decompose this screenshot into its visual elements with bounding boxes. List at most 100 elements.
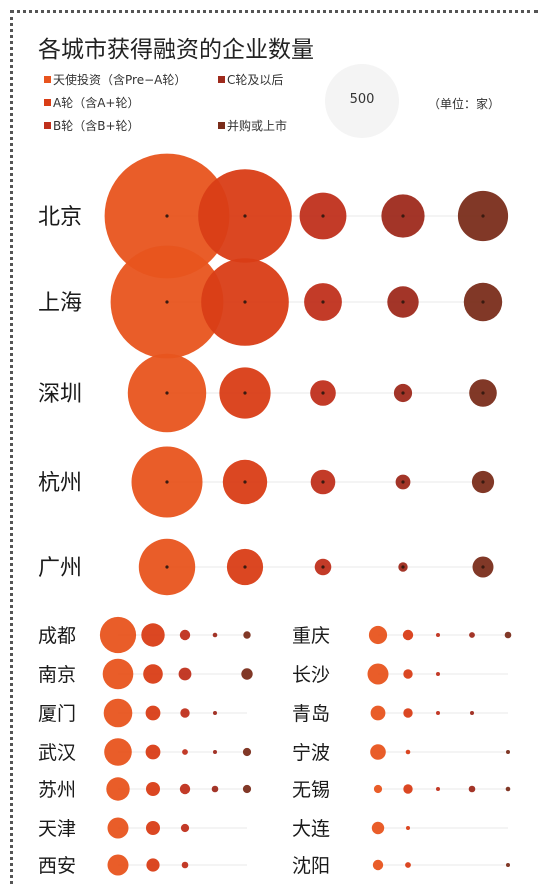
bubble-center-dot [481, 300, 485, 304]
bubble-qingdao-angel [370, 705, 386, 721]
bubble-center-dot [165, 214, 169, 218]
bubble-chengdu-b [179, 629, 191, 641]
chart-title: 各城市获得融资的企业数量 [38, 37, 314, 63]
bubble-shenyang-angel [372, 859, 384, 871]
city-label-shenzhen: 深圳 [38, 382, 82, 407]
legend-swatch-b-round [44, 122, 51, 129]
city-label-changsha: 长沙 [292, 664, 330, 686]
frame-top-border [10, 10, 538, 13]
city-label-wuhan: 武汉 [38, 742, 76, 764]
bubble-changsha-a [403, 669, 413, 679]
bubble-chongqing-a [402, 629, 414, 641]
bubble-xiamen-a [145, 705, 161, 721]
bubble-center-dot [165, 300, 169, 304]
bubble-center-dot [165, 565, 169, 569]
city-label-shanghai: 上海 [38, 291, 82, 316]
legend-item-c-round: C轮及以后 [218, 71, 283, 88]
city-label-xiamen: 厦门 [38, 703, 76, 725]
bubble-changsha-b [436, 672, 440, 676]
bubble-center-dot [321, 300, 325, 304]
bubble-wuhan-ma [242, 747, 252, 757]
bubble-nanjing-ma [241, 668, 253, 680]
bubble-wuhan-angel [104, 738, 132, 766]
bubble-center-dot [243, 391, 247, 395]
bubble-center-dot [401, 391, 405, 395]
city-label-chengdu: 成都 [38, 625, 76, 647]
bubble-wuxi-c [468, 785, 476, 793]
city-label-nanjing: 南京 [38, 664, 76, 686]
bubble-wuhan-c [213, 750, 217, 754]
bubble-wuhan-b [182, 749, 188, 755]
bubble-center-dot [481, 480, 485, 484]
city-label-xian: 西安 [38, 855, 76, 877]
bubble-center-dot [481, 214, 485, 218]
bubble-nanjing-a [143, 664, 163, 684]
bubble-chongqing-b [436, 633, 440, 637]
bubble-tianjin-a [146, 821, 160, 835]
bubble-suzhou-ma [242, 784, 252, 794]
city-label-dalian: 大连 [292, 818, 330, 840]
bubble-center-dot [165, 391, 169, 395]
legend-swatch-angel [44, 76, 51, 83]
city-label-hangzhou: 杭州 [38, 471, 82, 496]
legend-item-ma: 并购或上市 [218, 117, 287, 134]
city-label-wuxi: 无锡 [292, 779, 330, 801]
city-label-tianjin: 天津 [38, 818, 76, 840]
bubble-center-dot [243, 480, 247, 484]
city-label-chongqing: 重庆 [292, 625, 330, 647]
bubble-center-dot [243, 565, 247, 569]
legend-swatch-c-round [218, 76, 225, 83]
bubble-center-dot [401, 565, 405, 569]
bubble-suzhou-a [146, 782, 160, 796]
bubble-wuxi-ma [505, 786, 511, 792]
bubble-xian-b [181, 861, 189, 869]
bubble-center-dot [401, 214, 405, 218]
bubble-suzhou-c [211, 785, 219, 793]
bubble-xiamen-c [213, 711, 217, 715]
frame-left-border [10, 10, 13, 884]
bubble-ningbo-ma [506, 750, 510, 754]
bubble-qingdao-c [470, 711, 474, 715]
unit-label: （单位：家） [428, 97, 501, 111]
bubble-center-dot [243, 214, 247, 218]
bubble-center-dot [481, 391, 485, 395]
bubble-chengdu-angel [99, 616, 137, 654]
bubble-ningbo-a [405, 749, 411, 755]
bubble-ningbo-angel [370, 744, 386, 760]
legend-label-ma: 并购或上市 [227, 119, 288, 133]
legend-item-b-round: B轮（含B+轮） [44, 117, 140, 134]
legend-item-angel: 天使投资（含Pre−A轮） [44, 71, 186, 88]
bubble-chengdu-a [141, 623, 165, 647]
city-label-qingdao: 青岛 [292, 703, 330, 725]
size-reference-circle [325, 64, 399, 138]
bubble-wuhan-a [145, 744, 161, 760]
bubble-nanjing-b [178, 667, 192, 681]
legend-label-a-round: A轮（含A+轮） [53, 96, 140, 110]
legend-swatch-ma [218, 122, 225, 129]
bubble-center-dot [401, 480, 405, 484]
size-reference-label: 500 [349, 92, 375, 107]
bubble-dalian-a [406, 826, 410, 830]
legend-label-angel: 天使投资（含Pre−A轮） [53, 73, 187, 87]
city-label-guangzhou: 广州 [38, 556, 82, 581]
bubble-center-dot [321, 565, 325, 569]
bubble-xian-angel [107, 854, 129, 876]
city-label-ningbo: 宁波 [292, 742, 330, 764]
bubble-xiamen-angel [103, 698, 133, 728]
bubble-chengdu-ma [243, 631, 251, 639]
city-label-beijing: 北京 [38, 205, 82, 230]
bubble-xian-a [146, 858, 160, 872]
bubble-chongqing-ma [504, 631, 512, 639]
city-label-shenyang: 沈阳 [292, 855, 330, 877]
legend-label-b-round: B轮（含B+轮） [53, 119, 140, 133]
bubble-shenyang-ma [506, 863, 510, 867]
bubble-center-dot [401, 300, 405, 304]
legend-swatch-a-round [44, 99, 51, 106]
bubble-chongqing-c [469, 632, 475, 638]
bubble-center-dot [481, 565, 485, 569]
bubble-center-dot [321, 391, 325, 395]
bubble-tianjin-angel [107, 817, 129, 839]
bubble-qingdao-a [403, 708, 413, 718]
bubble-center-dot [165, 480, 169, 484]
